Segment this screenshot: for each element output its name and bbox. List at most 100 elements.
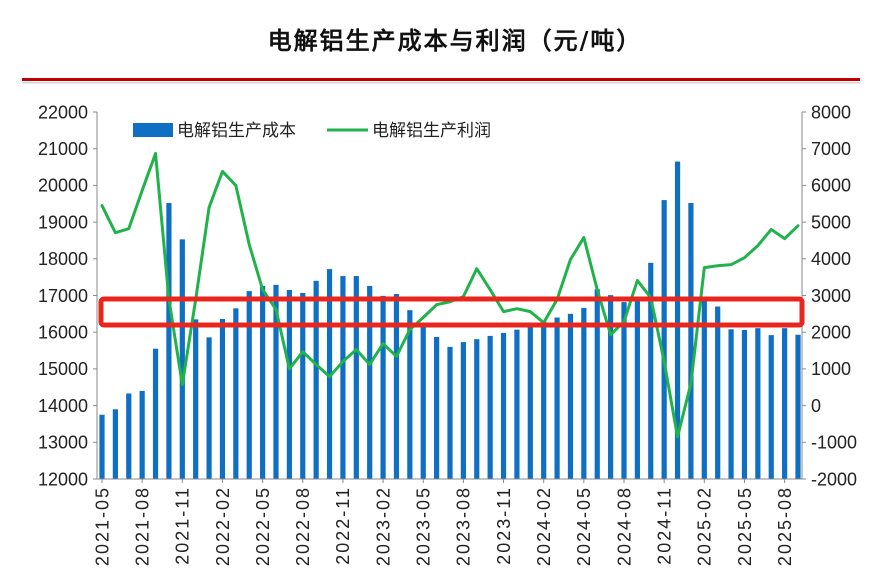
cost-bar-2021-07 <box>126 393 132 479</box>
left-axis-tick-label: 12000 <box>38 469 88 489</box>
cost-bar-2022-10 <box>326 269 333 479</box>
left-axis-tick-label: 21000 <box>38 139 88 159</box>
cost-bar-2023-12 <box>514 329 520 479</box>
cost-bar-2024-05 <box>581 307 587 479</box>
x-axis-tick-label: 2022-08 <box>293 486 313 566</box>
x-axis-tick-label: 2021-11 <box>173 486 193 565</box>
x-axis-tick-label: 2022-11 <box>333 486 353 565</box>
left-axis-tick-label: 16000 <box>38 323 88 343</box>
x-axis-ticks: 2021-05 2021-08 2021-11 2022-02 2022-05 2022-… <box>92 479 795 566</box>
x-axis-tick-label: 2024-08 <box>614 486 634 566</box>
cost-bars <box>99 161 801 480</box>
cost-bar-2021-09 <box>152 348 159 479</box>
left-axis-tick-label: 19000 <box>38 212 88 232</box>
right-axis-tick-label: 2000 <box>811 323 851 343</box>
right-axis-tick-label: 8000 <box>811 102 851 122</box>
cost-bar-2023-08 <box>460 342 466 479</box>
legend-swatch-cost <box>133 123 173 137</box>
cost-bar-2024-09 <box>634 296 640 479</box>
x-axis-tick-label: 2022-02 <box>213 486 233 566</box>
highlight-box <box>98 296 805 328</box>
left-axis-tick-label: 15000 <box>38 359 88 379</box>
right-axis-tick-label: 6000 <box>811 176 851 196</box>
cost-bar-2023-05 <box>420 325 426 479</box>
cost-bar-2024-03 <box>554 317 560 479</box>
cost-bar-2024-07 <box>608 295 614 479</box>
left-axis-tick-label: 13000 <box>38 433 88 453</box>
cost-bar-2023-04 <box>407 310 413 479</box>
cost-bar-2021-06 <box>112 409 118 479</box>
right-axis-tick-label: -2000 <box>811 469 857 489</box>
x-axis-tick-label: 2023-11 <box>494 486 514 565</box>
left-axis-tick-label: 17000 <box>38 286 88 306</box>
cost-bar-2025-03 <box>715 306 721 479</box>
cost-bar-2024-12 <box>674 161 681 480</box>
cost-bar-2022-01 <box>206 337 212 479</box>
right-axis-tick-label: 0 <box>811 396 821 416</box>
cost-bar-2022-06 <box>273 284 279 479</box>
profit-line <box>100 151 800 439</box>
cost-bar-2025-08 <box>782 328 788 479</box>
cost-bar-2025-02 <box>701 301 707 479</box>
x-axis-tick-label: 2025-08 <box>775 486 795 566</box>
right-axis-tick-label: 3000 <box>811 286 851 306</box>
x-axis-tick-label: 2023-02 <box>373 486 393 566</box>
cost-bar-2021-12 <box>193 319 199 479</box>
cost-bar-2023-11 <box>500 332 507 479</box>
cost-bar-2021-10 <box>166 203 172 479</box>
cost-bar-2023-06 <box>434 336 440 479</box>
cost-bar-2024-10 <box>648 262 654 479</box>
cost-bar-2025-01 <box>688 203 694 479</box>
cost-bar-2024-06 <box>594 289 600 479</box>
cost-bar-2025-07 <box>768 335 774 479</box>
left-axis-tick-label: 18000 <box>38 249 88 269</box>
title-rule-shadow <box>22 82 860 84</box>
cost-bar-2022-04 <box>246 291 252 479</box>
x-axis-tick-label: 2025-02 <box>695 486 715 566</box>
right-axis-ticks: -2000 -1000 0 1000 2000 3000 4000 5000 6000 7000 8… <box>802 102 857 489</box>
cost-bar-2025-05 <box>741 330 748 479</box>
cost-bar-2023-01 <box>367 285 373 479</box>
left-axis-tick-label: 22000 <box>38 102 88 122</box>
cost-bar-2024-02 <box>541 321 547 479</box>
left-axis-tick-label: 14000 <box>38 396 88 416</box>
cost-bar-2022-09 <box>313 280 319 479</box>
right-axis-tick-label: -1000 <box>811 433 857 453</box>
right-axis-tick-label: 7000 <box>811 139 851 159</box>
cost-bar-2024-11 <box>661 200 667 479</box>
cost-bar-2023-10 <box>487 335 493 479</box>
x-axis-tick-label: 2021-08 <box>132 486 152 566</box>
cost-bar-2022-08 <box>300 292 306 479</box>
cost-bar-2021-05 <box>99 414 105 479</box>
x-axis-tick-label: 2024-11 <box>654 486 674 565</box>
left-axis-ticks: 12000 13000 14000 15000 16000 17000 18000 19000… <box>38 102 97 489</box>
legend-label-profit: 电解铝生产利润 <box>372 121 491 141</box>
cost-bar-2022-07 <box>286 290 292 479</box>
x-axis-tick-label: 2024-05 <box>574 486 594 566</box>
cost-bar-2022-11 <box>340 276 346 479</box>
legend-label-cost: 电解铝生产成本 <box>177 121 296 141</box>
cost-bar-2023-09 <box>474 339 480 479</box>
chart-title: 电解铝生产成本与利润（元/吨） <box>268 26 643 55</box>
cost-bar-2025-04 <box>728 329 734 479</box>
cost-bar-2022-03 <box>233 308 239 479</box>
x-axis-tick-label: 2022-05 <box>253 486 273 566</box>
cost-bar-2025-06 <box>755 328 761 479</box>
x-axis-tick-label: 2021-05 <box>92 486 112 566</box>
x-axis-tick-label: 2025-05 <box>735 486 755 566</box>
cost-bar-2024-04 <box>567 313 574 479</box>
cost-bar-2024-01 <box>527 325 533 479</box>
cost-bar-2021-11 <box>179 239 185 479</box>
right-axis-tick-label: 5000 <box>811 212 851 232</box>
left-axis-tick-label: 20000 <box>38 176 88 196</box>
cost-bar-2021-08 <box>139 390 145 479</box>
legend: 电解铝生产成本 电解铝生产利润 <box>133 121 491 141</box>
cost-bar-2023-03 <box>393 294 400 479</box>
right-axis-tick-label: 1000 <box>811 359 851 379</box>
x-axis-tick-label: 2023-05 <box>414 486 434 566</box>
cost-bar-2023-02 <box>380 295 386 479</box>
cost-bar-2024-08 <box>621 302 627 479</box>
cost-bar-2022-05 <box>260 285 266 479</box>
